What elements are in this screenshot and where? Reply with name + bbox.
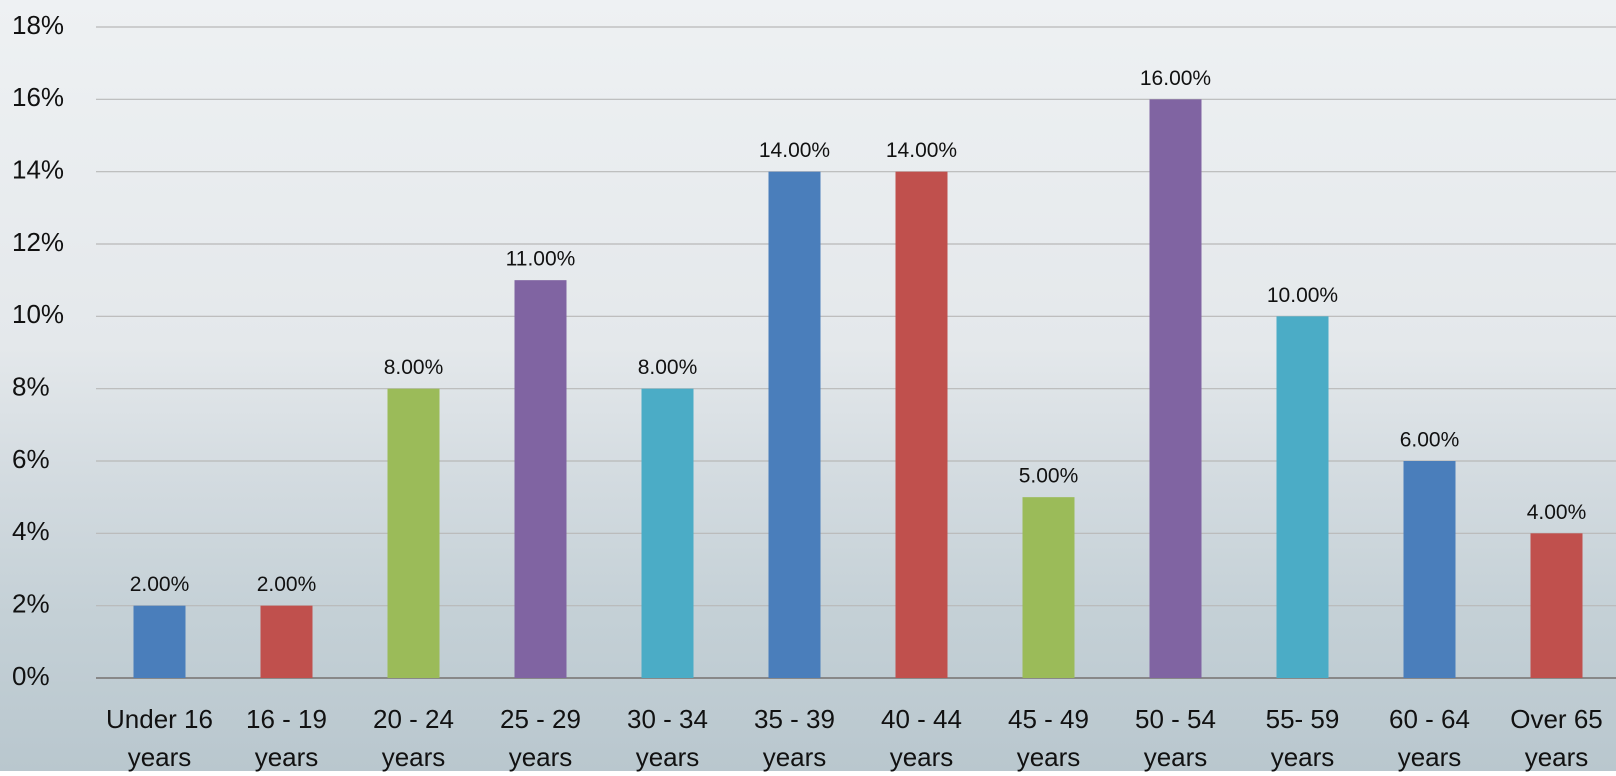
bar — [1530, 533, 1583, 678]
bar — [387, 388, 440, 678]
x-tick-label: 16 - 19 years — [246, 704, 327, 772]
x-tick-label: Under 16 years — [106, 704, 213, 772]
value-label: 10.00% — [1267, 284, 1338, 307]
bar — [1022, 497, 1075, 678]
bar — [1149, 99, 1202, 679]
bar — [768, 171, 821, 678]
bar — [133, 605, 186, 678]
value-label: 2.00% — [130, 573, 190, 596]
y-tick-label: 18% — [12, 10, 64, 40]
y-tick-label: 8% — [12, 372, 50, 402]
x-tick-label: 40 - 44 years — [881, 704, 962, 772]
value-label: 5.00% — [1019, 465, 1079, 488]
value-label: 16.00% — [1140, 67, 1211, 90]
y-tick-label: 2% — [12, 589, 50, 619]
x-tick-label: Over 65 years — [1510, 704, 1603, 772]
value-label: 8.00% — [384, 356, 444, 379]
x-tick-label: 25 - 29 years — [500, 704, 581, 772]
y-tick-label: 14% — [12, 155, 64, 185]
value-label: 14.00% — [759, 139, 830, 162]
y-tick-label: 6% — [12, 444, 50, 474]
value-label: 6.00% — [1400, 429, 1460, 452]
x-tick-label: 60 - 64 years — [1389, 704, 1470, 772]
bar — [1276, 316, 1329, 678]
value-label: 8.00% — [638, 356, 698, 379]
value-label: 14.00% — [886, 139, 957, 162]
value-label: 4.00% — [1527, 501, 1587, 524]
x-tick-label: 35 - 39 years — [754, 704, 835, 772]
bar — [260, 605, 313, 678]
x-tick-label: 55- 59 years — [1265, 704, 1340, 772]
y-tick-label: 12% — [12, 227, 64, 257]
y-tick-label: 4% — [12, 516, 50, 546]
value-label: 11.00% — [506, 248, 576, 271]
x-tick-label: 45 - 49 years — [1008, 704, 1089, 772]
bar — [641, 388, 694, 678]
y-tick-label: 10% — [12, 299, 64, 329]
value-label: 2.00% — [257, 573, 317, 596]
y-tick-label: 16% — [12, 82, 64, 112]
bar — [895, 171, 948, 678]
x-tick-label: 20 - 24 years — [373, 704, 454, 772]
bar — [1403, 461, 1456, 678]
bar — [514, 280, 567, 678]
x-tick-label: 50 - 54 years — [1135, 704, 1216, 772]
y-tick-label: 0% — [12, 661, 50, 691]
x-tick-label: 30 - 34 years — [627, 704, 708, 772]
